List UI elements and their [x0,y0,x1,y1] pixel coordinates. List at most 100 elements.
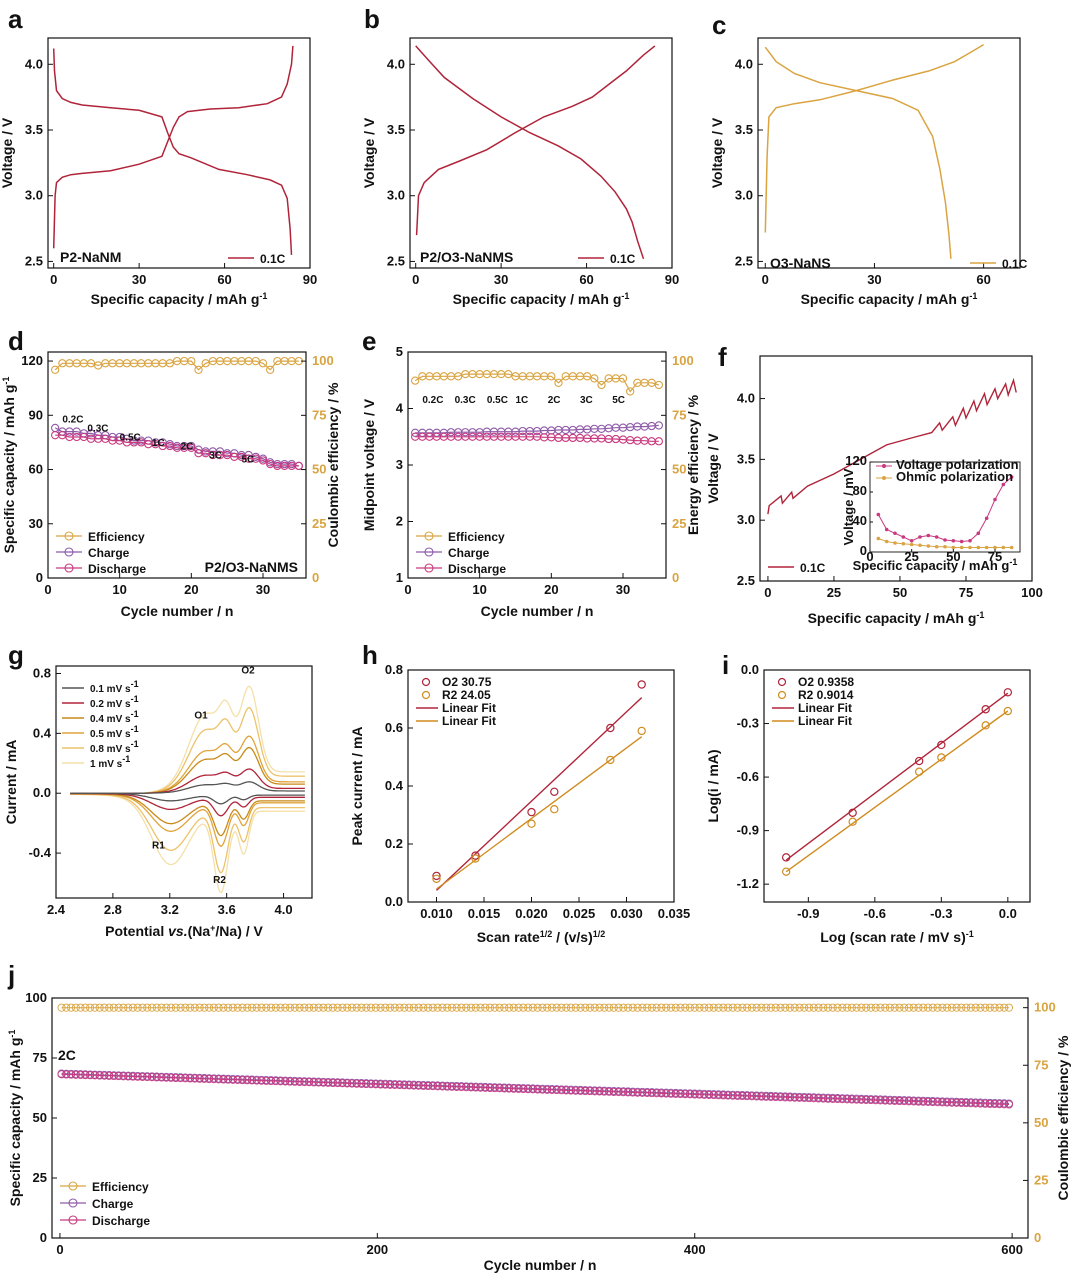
efficiency-point [71,1003,80,1012]
efficiency-point [766,1003,775,1012]
discharge-point [86,1071,95,1080]
discharge-point [571,1086,580,1095]
discharge-point [714,1091,723,1100]
efficiency-point [781,1003,790,1012]
ohmic-polarization-point [968,545,972,550]
efficiency-point [976,1003,985,1012]
discharge-point [719,1091,728,1100]
O2-point [606,723,615,733]
y-tick-label: 2.5 [735,253,753,268]
voltage-polarization-point [1009,475,1014,479]
legend-scan-4-text: 0.8 mV s-1 [90,739,139,755]
discharge-point [624,1088,633,1097]
efficiency-point [81,1003,90,1012]
inset-x-axis-label: Specific capacity / mAh g-1 [853,557,1018,573]
discharge-point [294,461,303,471]
discharge-point [819,1094,828,1103]
efficiency-point [495,1003,504,1012]
R2-point [432,874,441,884]
discharge-point [66,1070,76,1079]
discharge-point [228,1075,237,1084]
y-tick-label: 90 [29,407,43,422]
efficiency-line [414,373,659,393]
discharge-point [90,1071,99,1080]
legend-charge-swatch-marker [64,547,74,557]
efficiency-point [647,378,656,387]
legend-discharge-text: Discharge [88,562,146,576]
efficiency-point [838,1003,847,1012]
discharge-point [762,1092,771,1101]
discharge-point [285,1077,295,1086]
discharge-point [438,1082,447,1091]
discharge-curve [52,48,293,255]
y-tick-label: -0.4 [29,845,52,860]
y-tick-label: 3.0 [387,188,405,203]
efficiency-point [328,1003,337,1012]
discharge-point [305,1078,314,1087]
discharge-point [804,1094,814,1103]
efficiency-point [547,1003,556,1012]
discharge-point [562,1086,571,1095]
discharge-point [324,1078,333,1087]
x-tick-label: -0.9 [797,906,819,921]
R2-point [981,721,990,730]
efficiency-point [86,1003,95,1012]
y2-axis-label: Coulombic efficiency / % [325,382,341,547]
ohmic-polarization-point [959,545,964,550]
efficiency-point [790,1003,799,1012]
y-axis-label: Voltage / V [705,433,721,504]
x-tick-label: 200 [366,1242,388,1257]
discharge-point [181,1074,190,1083]
discharge-point [187,443,196,452]
discharge-point [552,1086,561,1095]
discharge-point [405,1081,414,1090]
voltage-polarization-point [984,516,989,521]
efficiency-point [738,1003,747,1012]
legend-discharge-swatch-marker [64,563,74,573]
efficiency-point [133,1003,142,1012]
x-tick-label: 400 [684,1242,706,1257]
discharge-point [852,1095,861,1104]
discharge-point [395,1081,404,1090]
efficiency-point [600,1003,609,1012]
rate-label: 0.3C [87,424,108,435]
voltage-polarization-point [959,539,964,544]
discharge-point [333,1079,342,1088]
inset-legend-voltage-text: Voltage polarization [896,457,1019,472]
y-tick-label: 120 [21,353,43,368]
discharge-point [133,1072,142,1081]
efficiency-point [728,1003,737,1012]
legend-3-text: Linear Fit [798,714,852,728]
efficiency-point [654,380,663,390]
efficiency-point [447,1003,456,1012]
efficiency-point [743,1003,752,1012]
efficiency-point [105,1003,114,1012]
rate-label: 2C [58,1047,76,1063]
discharge-point [733,1091,742,1100]
efficiency-point [995,1003,1004,1012]
y2-tick-label: 0 [312,570,319,585]
efficiency-point [971,1003,980,1012]
x-tick-label: 60 [976,272,990,287]
axes-frame [409,37,673,269]
panel-f: f 0 25 50 75 100 2.5 3.0 3.5 4.0 Specific capacity… [705,342,1043,626]
legend-scan-2-text: 0.4 mV s-1 [90,709,139,725]
chart-title: P2-NaNM [60,249,121,265]
legend-0-marker [421,677,431,687]
discharge-point [381,1080,390,1089]
efficiency-point [919,1003,928,1012]
discharge-point [771,1092,780,1102]
rate-label: 3C [209,451,222,462]
discharge-point [947,1098,956,1107]
efficiency-point [966,1003,975,1012]
efficiency-point [724,1003,733,1012]
x-tick-label: 0.035 [658,906,691,921]
discharge-point [524,1085,533,1094]
voltage-polarization-point [909,538,914,543]
discharge-point [419,1081,428,1090]
efficiency-point [438,1003,447,1012]
discharge-point [638,1088,647,1097]
discharge-point [790,1093,799,1102]
efficiency-point [124,1003,133,1012]
